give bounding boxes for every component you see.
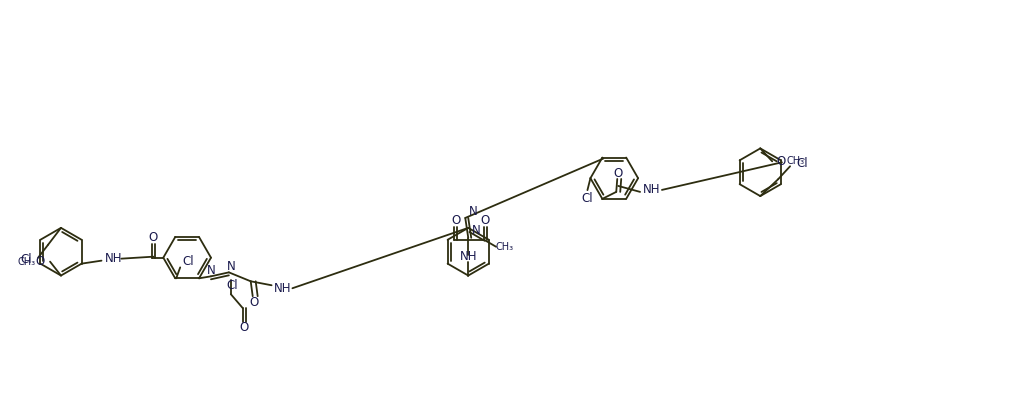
Text: NH: NH — [460, 250, 477, 263]
Text: O: O — [148, 231, 158, 244]
Text: N: N — [469, 206, 478, 218]
Text: N: N — [207, 264, 215, 277]
Text: O: O — [777, 155, 786, 168]
Text: Cl: Cl — [226, 279, 237, 292]
Text: O: O — [451, 214, 461, 228]
Text: N: N — [472, 224, 481, 238]
Text: NH: NH — [105, 252, 122, 265]
Text: Cl: Cl — [20, 253, 32, 266]
Text: Cl: Cl — [183, 255, 194, 268]
Text: NH: NH — [274, 282, 291, 295]
Text: NH: NH — [643, 183, 661, 196]
Text: CH₃: CH₃ — [787, 156, 805, 166]
Text: CH₃: CH₃ — [17, 257, 35, 267]
Text: CH₃: CH₃ — [496, 242, 514, 252]
Text: O: O — [35, 255, 44, 268]
Text: O: O — [481, 214, 490, 228]
Text: N: N — [226, 260, 235, 273]
Text: O: O — [249, 296, 259, 309]
Text: O: O — [239, 322, 248, 334]
Text: O: O — [614, 166, 623, 180]
Text: Cl: Cl — [582, 191, 593, 205]
Text: Cl: Cl — [796, 157, 808, 170]
